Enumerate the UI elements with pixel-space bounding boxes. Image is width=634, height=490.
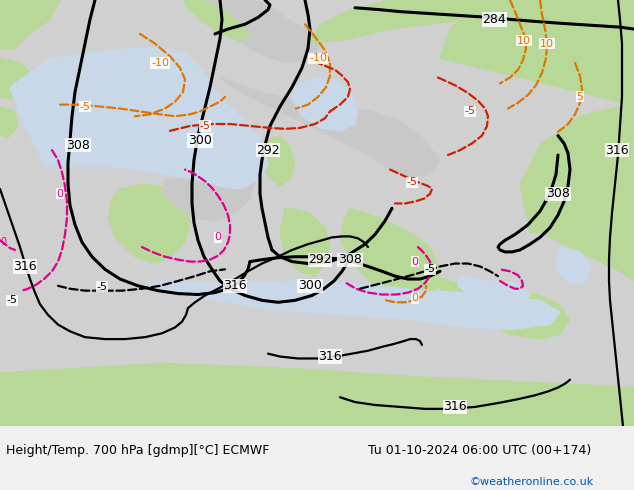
Text: 316: 316 <box>605 144 629 157</box>
Text: -10: -10 <box>151 58 169 68</box>
Polygon shape <box>430 276 570 339</box>
Text: 5: 5 <box>576 92 583 102</box>
Polygon shape <box>292 77 358 131</box>
Polygon shape <box>185 0 250 41</box>
Polygon shape <box>555 247 590 283</box>
Polygon shape <box>440 0 634 107</box>
Text: 300: 300 <box>188 134 212 147</box>
Polygon shape <box>0 363 634 426</box>
Polygon shape <box>0 58 30 99</box>
Polygon shape <box>108 184 190 264</box>
Polygon shape <box>145 281 560 329</box>
Text: 0: 0 <box>411 257 418 267</box>
Text: -5: -5 <box>79 101 91 112</box>
Text: -5: -5 <box>6 295 18 305</box>
Text: 10: 10 <box>540 39 554 49</box>
Text: 10: 10 <box>517 36 531 46</box>
Polygon shape <box>310 0 634 44</box>
Text: 308: 308 <box>546 187 570 200</box>
Text: 0: 0 <box>214 232 221 243</box>
Polygon shape <box>0 107 18 138</box>
Polygon shape <box>280 208 330 276</box>
Polygon shape <box>220 77 440 179</box>
Text: 0: 0 <box>0 237 6 247</box>
Text: 284: 284 <box>482 13 506 26</box>
Text: -5: -5 <box>200 121 210 131</box>
Text: -10: -10 <box>309 53 327 63</box>
Text: 292: 292 <box>256 144 280 157</box>
Polygon shape <box>258 136 295 186</box>
Text: 316: 316 <box>223 279 247 293</box>
Text: -5: -5 <box>406 177 418 187</box>
Polygon shape <box>195 0 320 63</box>
Text: 316: 316 <box>13 260 37 273</box>
Polygon shape <box>162 170 255 221</box>
Text: 300: 300 <box>298 279 322 293</box>
Text: 0: 0 <box>411 294 418 303</box>
Text: 292: 292 <box>308 253 332 266</box>
Polygon shape <box>458 276 530 308</box>
Text: 0: 0 <box>56 189 63 199</box>
Polygon shape <box>10 49 268 189</box>
Polygon shape <box>520 107 634 281</box>
Text: 316: 316 <box>318 350 342 363</box>
Polygon shape <box>240 157 262 179</box>
Text: 308: 308 <box>338 253 362 266</box>
Text: -5: -5 <box>96 282 108 292</box>
Text: Tu 01-10-2024 06:00 UTC (00+174): Tu 01-10-2024 06:00 UTC (00+174) <box>368 444 591 457</box>
Polygon shape <box>0 0 60 49</box>
Text: 308: 308 <box>66 139 90 152</box>
Text: Height/Temp. 700 hPa [gdmp][°C] ECMWF: Height/Temp. 700 hPa [gdmp][°C] ECMWF <box>6 444 269 457</box>
Text: 316: 316 <box>443 400 467 414</box>
Text: ©weatheronline.co.uk: ©weatheronline.co.uk <box>469 477 593 487</box>
Text: -5: -5 <box>465 106 476 117</box>
Text: -5: -5 <box>425 264 436 274</box>
Polygon shape <box>340 208 440 310</box>
